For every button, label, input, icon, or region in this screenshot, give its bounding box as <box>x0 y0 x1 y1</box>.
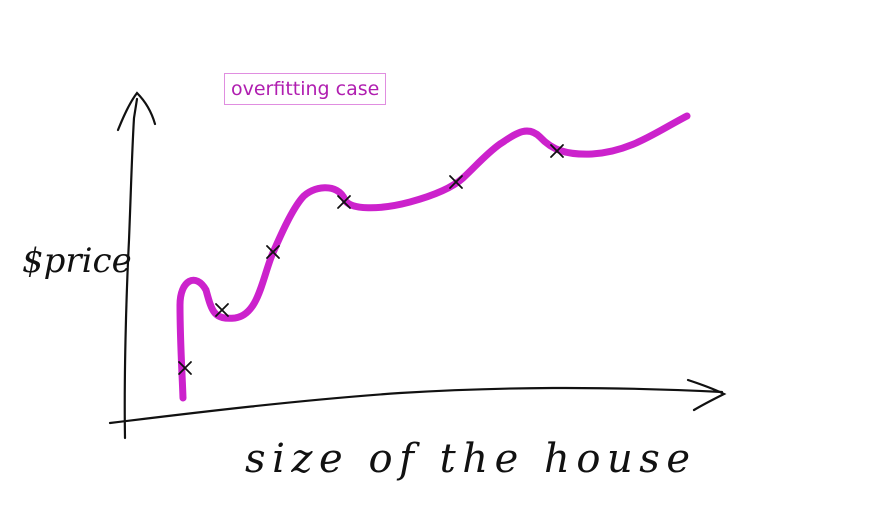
annotation-text: overfitting case <box>231 78 380 100</box>
data-point-marker <box>215 303 229 317</box>
overfit-curve <box>176 112 691 402</box>
annotation-label: overfitting case <box>224 73 387 105</box>
y-axis-line <box>123 97 139 440</box>
y-axis-arrowhead <box>116 91 157 132</box>
data-markers <box>178 144 564 375</box>
data-point-marker <box>550 144 564 158</box>
y-axis-label: $price <box>22 241 132 281</box>
x-axis-label: size of the house <box>245 436 690 482</box>
data-point-marker <box>449 175 463 189</box>
data-point-marker <box>266 245 280 259</box>
data-point-marker <box>178 361 192 375</box>
x-axis-arrowhead <box>686 378 727 412</box>
x-axis-line <box>108 386 724 425</box>
data-point-marker <box>337 195 351 209</box>
